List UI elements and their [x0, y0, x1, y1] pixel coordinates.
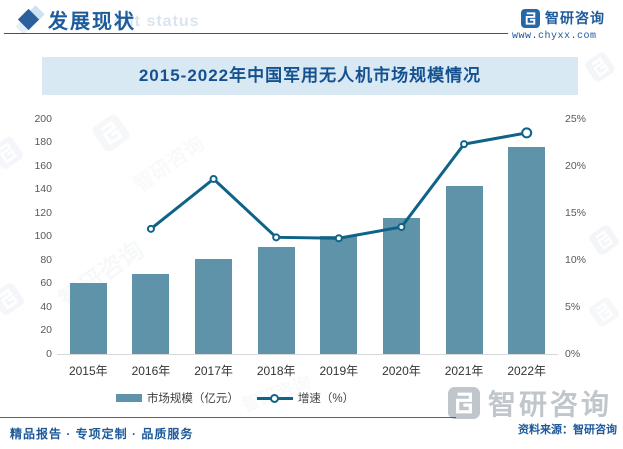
- bar-2022年: [508, 146, 546, 354]
- bar-2018年: [257, 246, 295, 354]
- bar-2016年: [132, 274, 170, 354]
- x-axis-label-2016年: 2016年: [131, 364, 171, 378]
- bar-2021年: [445, 185, 483, 354]
- y-axis-left-tick: 160: [34, 159, 52, 172]
- y-axis-right-tick: 25%: [565, 112, 587, 125]
- y-axis-left-tick: 80: [40, 253, 52, 266]
- y-axis-left-tick: 20: [40, 324, 52, 337]
- chart-title-banner: 2015-2022年中国军用无人机市场规模情况: [42, 57, 578, 95]
- x-axis-label-2020年: 2020年: [382, 364, 421, 378]
- line-series-swatch: [256, 393, 293, 403]
- legend-label: 增速（%）: [297, 393, 355, 405]
- watermark-brand-text: 智研咨询: [488, 389, 613, 420]
- legend-item-growth-rate: 增速（%）: [256, 390, 355, 406]
- brand-website: www.chyxx.com: [512, 31, 597, 42]
- legend-label: 市场规模（亿元）: [146, 393, 239, 405]
- x-axis-label-2018年: 2018年: [256, 364, 296, 378]
- y-axis-left-tick: 120: [34, 206, 52, 219]
- data-source: 资料来源：智研咨询: [518, 424, 617, 436]
- y-axis-left-tick: 180: [34, 136, 52, 149]
- bar-2015年: [69, 283, 107, 354]
- y-axis-left-tick: 200: [34, 112, 52, 125]
- zhiyan-logo-icon: [521, 8, 540, 28]
- x-axis-label-2021年: 2021年: [444, 364, 484, 378]
- line-marker: [146, 224, 155, 233]
- bar-series-swatch: [115, 394, 142, 402]
- y-axis-left-tick: 100: [34, 230, 52, 243]
- y-axis-left-tick: 0: [46, 348, 52, 360]
- y-axis-right-tick: 20%: [565, 159, 587, 172]
- section-title-watermark: ent status: [114, 13, 200, 30]
- bar-2020年: [382, 217, 420, 354]
- x-axis-label-2017年: 2017年: [194, 364, 233, 378]
- footer-divider: [0, 417, 456, 418]
- brand-block: 智研咨询 www.chyxx.com: [512, 8, 618, 42]
- header-divider: [4, 33, 508, 34]
- x-axis-label-2022年: 2022年: [507, 364, 547, 378]
- y-axis-right-tick: 5%: [565, 300, 581, 313]
- line-marker: [460, 140, 469, 149]
- chart-legend: 市场规模（亿元） 增速（%）: [0, 390, 470, 406]
- chart-title: 2015-2022年中国军用无人机市场规模情况: [138, 66, 482, 85]
- x-axis-label-2019年: 2019年: [319, 364, 359, 378]
- line-marker: [521, 127, 533, 139]
- section-title: 发展现状: [48, 11, 136, 33]
- legend-item-market-size: 市场规模（亿元）: [115, 390, 239, 406]
- x-axis-line: [57, 354, 558, 355]
- y-axis-left-tick: 140: [34, 183, 52, 196]
- y-axis-right-tick: 0%: [565, 348, 581, 360]
- bar-2019年: [320, 236, 358, 354]
- line-marker: [272, 233, 281, 242]
- y-axis-right-tick: 15%: [565, 206, 587, 219]
- y-axis-left-tick: 40: [40, 300, 52, 313]
- y-axis-right-tick: 10%: [565, 253, 587, 266]
- y-axis-left-tick: 60: [40, 277, 52, 290]
- x-axis-label-2015年: 2015年: [68, 364, 108, 378]
- bar-2017年: [195, 258, 233, 354]
- footer-tagline: 精品报告 · 专项定制 · 品质服务: [10, 427, 194, 441]
- brand-name: 智研咨询: [545, 10, 605, 26]
- watermark-logo-icon: [448, 387, 480, 419]
- line-marker: [209, 174, 218, 183]
- watermark-brand: 智研咨询: [448, 383, 612, 423]
